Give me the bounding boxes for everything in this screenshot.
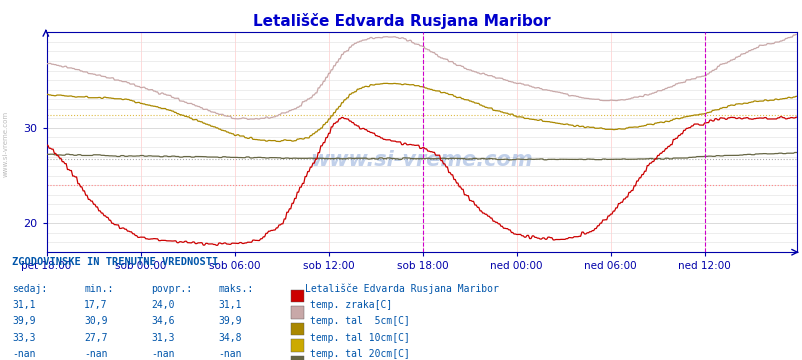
Text: 30,9: 30,9 <box>84 316 107 327</box>
Text: 34,8: 34,8 <box>218 333 241 343</box>
Text: 39,9: 39,9 <box>12 316 35 327</box>
Bar <box>291 306 304 319</box>
Text: ZGODOVINSKE IN TRENUTNE VREDNOSTI: ZGODOVINSKE IN TRENUTNE VREDNOSTI <box>12 257 218 267</box>
Text: 39,9: 39,9 <box>218 316 241 327</box>
Bar <box>291 339 304 351</box>
Text: -nan: -nan <box>12 349 35 359</box>
Text: Letališče Edvarda Rusjana Maribor: Letališče Edvarda Rusjana Maribor <box>305 284 498 294</box>
Text: 33,3: 33,3 <box>12 333 35 343</box>
Bar <box>291 356 304 360</box>
Text: -nan: -nan <box>151 349 174 359</box>
Text: min.:: min.: <box>84 284 114 293</box>
Text: 27,7: 27,7 <box>84 333 107 343</box>
Text: temp. tal 10cm[C]: temp. tal 10cm[C] <box>310 333 409 343</box>
Text: temp. tal  5cm[C]: temp. tal 5cm[C] <box>310 316 409 327</box>
Text: 31,1: 31,1 <box>12 300 35 310</box>
Bar <box>291 323 304 335</box>
Text: -nan: -nan <box>84 349 107 359</box>
Text: Letališče Edvarda Rusjana Maribor: Letališče Edvarda Rusjana Maribor <box>253 13 549 28</box>
Text: povpr.:: povpr.: <box>151 284 192 293</box>
Text: temp. zraka[C]: temp. zraka[C] <box>310 300 391 310</box>
Text: sedaj:: sedaj: <box>12 284 47 293</box>
Text: maks.:: maks.: <box>218 284 253 293</box>
Text: www.si-vreme.com: www.si-vreme.com <box>2 111 9 177</box>
Text: 17,7: 17,7 <box>84 300 107 310</box>
Text: temp. tal 20cm[C]: temp. tal 20cm[C] <box>310 349 409 359</box>
Text: www.si-vreme.com: www.si-vreme.com <box>310 150 533 170</box>
Text: -nan: -nan <box>218 349 241 359</box>
Bar <box>291 290 304 302</box>
Text: 31,1: 31,1 <box>218 300 241 310</box>
Text: 24,0: 24,0 <box>151 300 174 310</box>
Text: 31,3: 31,3 <box>151 333 174 343</box>
Text: 34,6: 34,6 <box>151 316 174 327</box>
